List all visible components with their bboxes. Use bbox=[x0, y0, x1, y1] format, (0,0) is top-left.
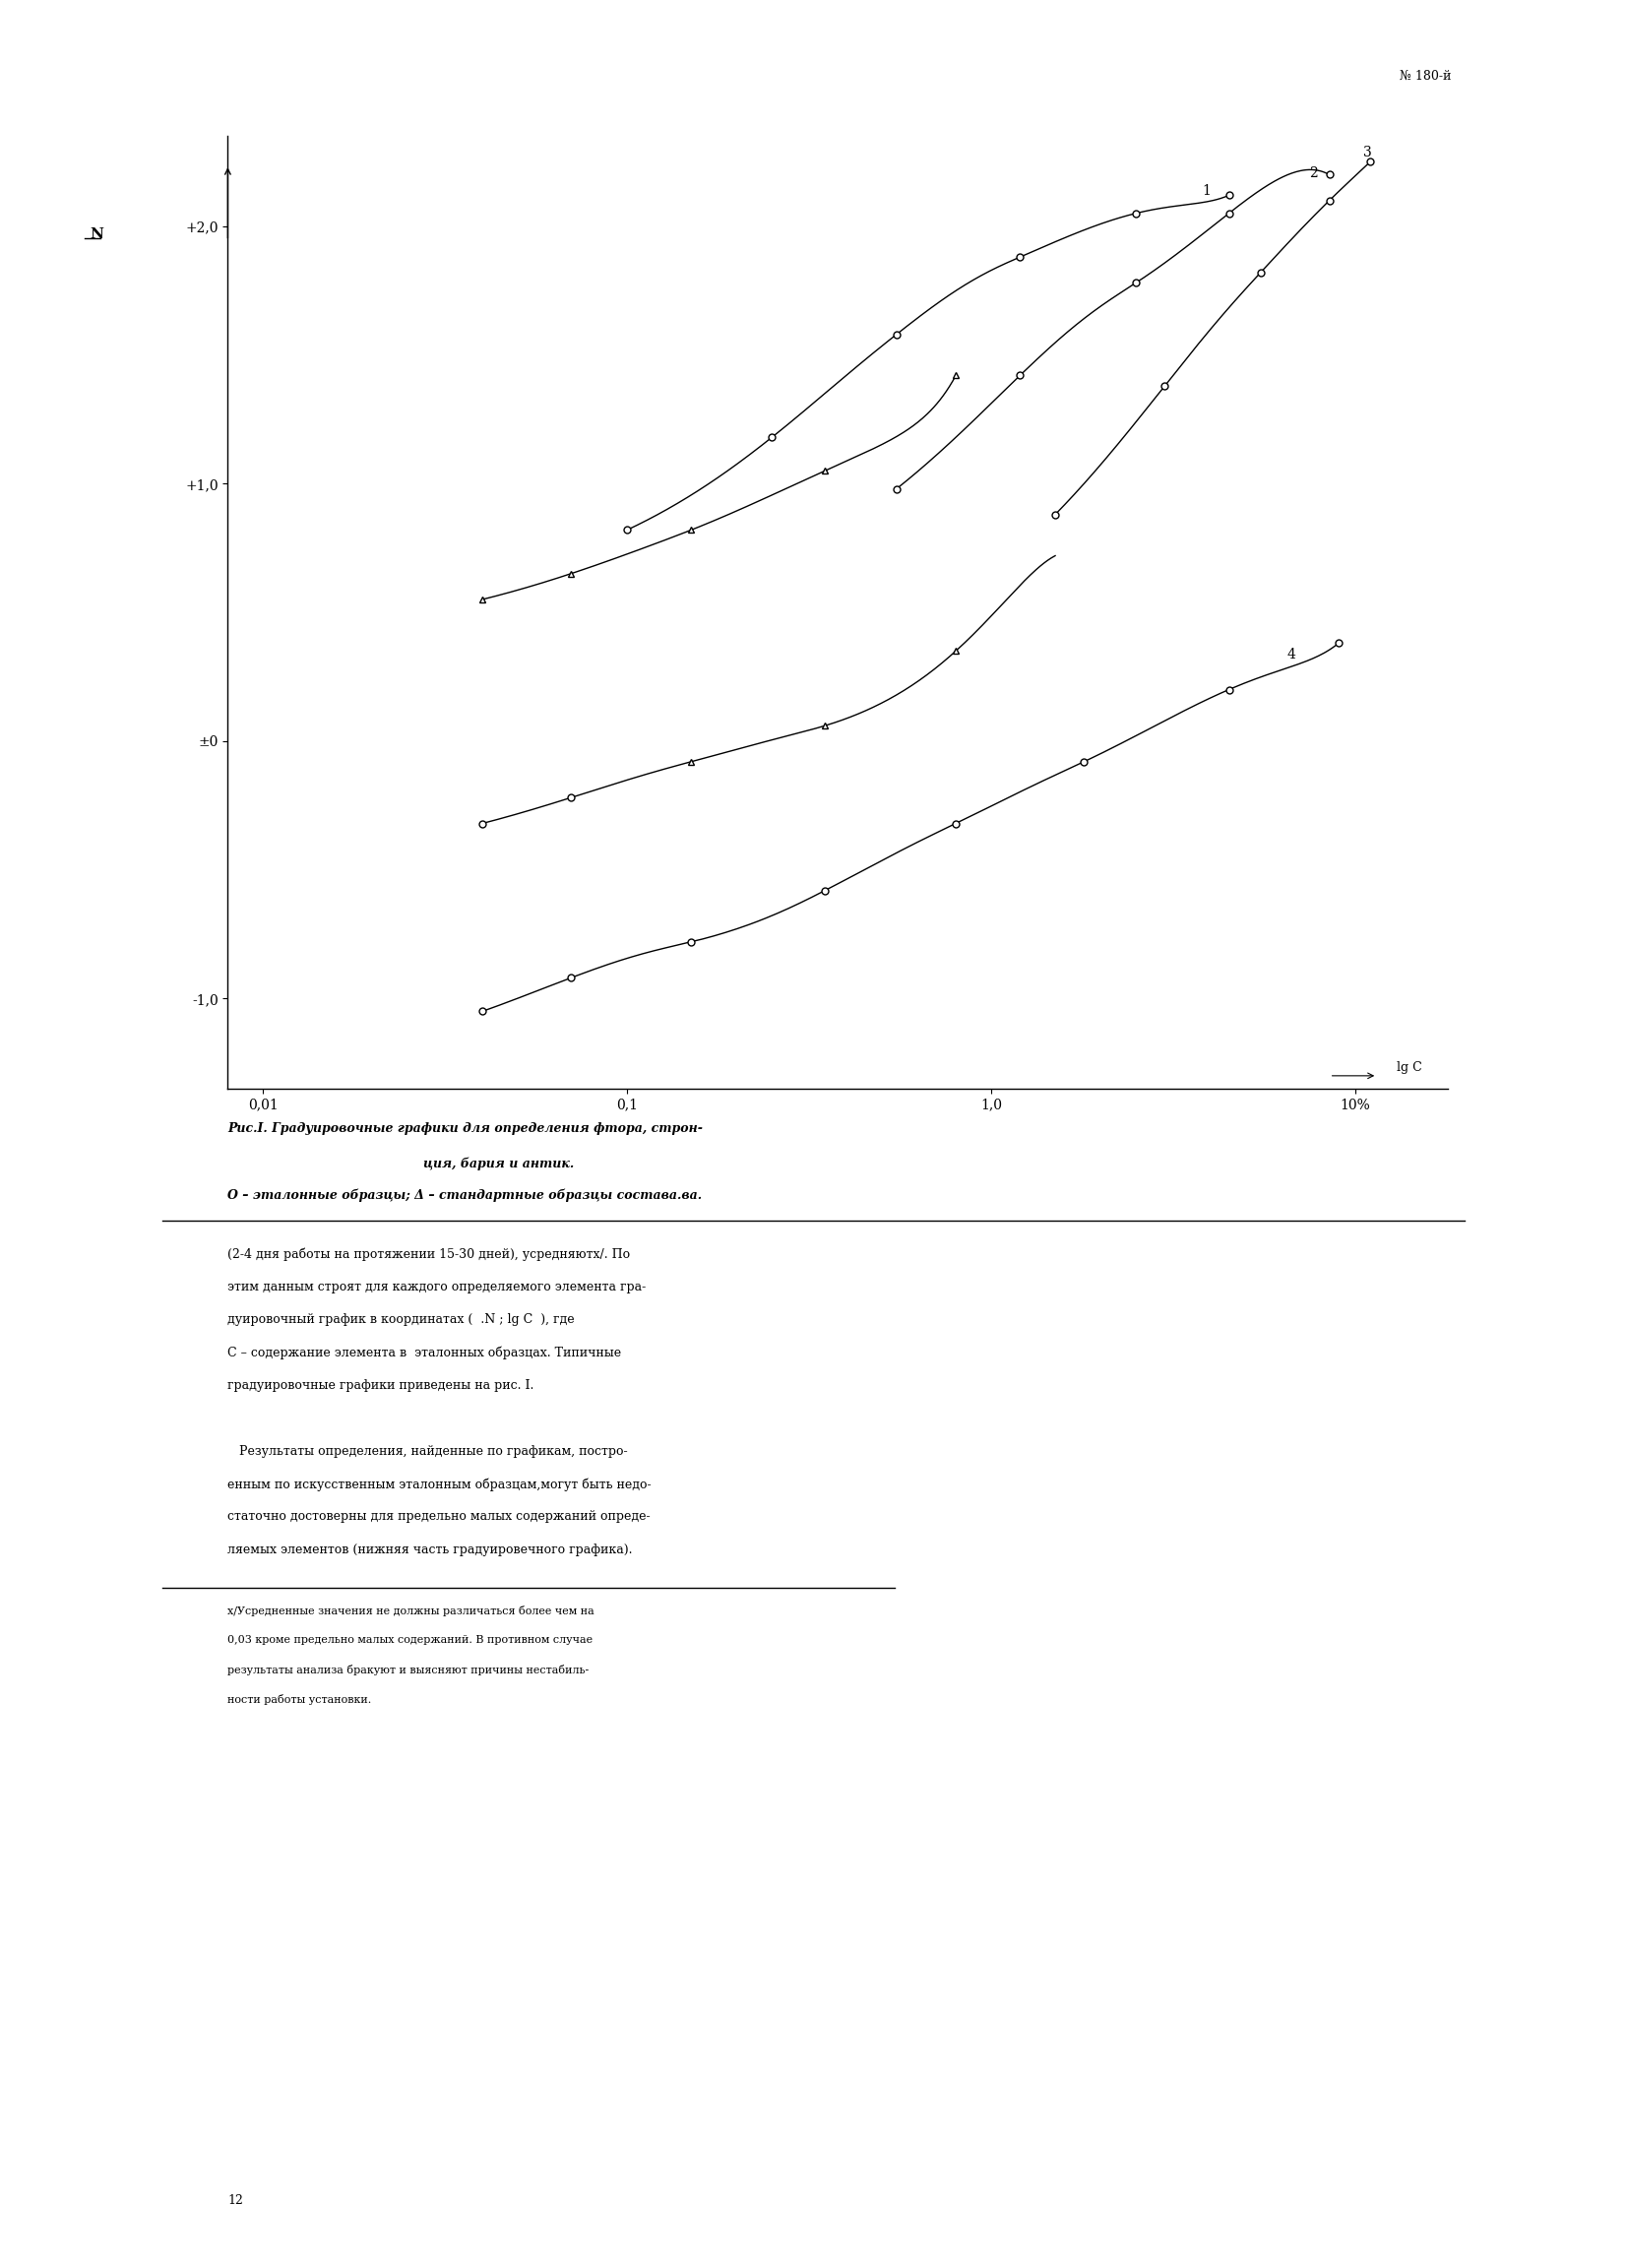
Text: 1: 1 bbox=[1202, 184, 1210, 197]
Text: Рис.I. Градуировочные графики для определения фтора, строн-: Рис.I. Градуировочные графики для опреде… bbox=[228, 1123, 703, 1136]
Text: ляемых элементов (нижняя часть градуировечного графика).: ляемых элементов (нижняя часть градуиров… bbox=[228, 1542, 633, 1556]
Text: статочно достоверны для предельно малых содержаний опреде-: статочно достоверны для предельно малых … bbox=[228, 1510, 651, 1524]
Text: № 180-й: № 180-й bbox=[1399, 70, 1451, 82]
Text: 0,03 кроме предельно малых содержаний. В противном случае: 0,03 кроме предельно малых содержаний. В… bbox=[228, 1635, 594, 1644]
Text: енным по искусственным эталонным образцам,могут быть недо-: енным по искусственным эталонным образца… bbox=[228, 1479, 652, 1490]
Text: 3: 3 bbox=[1363, 145, 1372, 159]
Text: Результаты определения, найденные по графикам, постро-: Результаты определения, найденные по гра… bbox=[228, 1445, 628, 1458]
Text: ности работы установки.: ности работы установки. bbox=[228, 1694, 371, 1706]
Text: ция, бария и антик.: ция, бария и антик. bbox=[423, 1157, 574, 1170]
Text: O – эталонные образцы; Δ – стандартные образцы состава.ва.: O – эталонные образцы; Δ – стандартные о… bbox=[228, 1188, 703, 1202]
Text: (2-4 дня работы на протяжении 15-30 дней), усредняютх/. По: (2-4 дня работы на протяжении 15-30 дней… bbox=[228, 1247, 631, 1261]
Text: 4: 4 bbox=[1287, 649, 1295, 662]
Text: 2: 2 bbox=[1310, 166, 1318, 179]
Text: N: N bbox=[89, 227, 103, 240]
Text: lg C: lg C bbox=[1396, 1061, 1422, 1073]
Text: этим данным строят для каждого определяемого элемента гра-: этим данным строят для каждого определяе… bbox=[228, 1279, 646, 1293]
Text: результаты анализа бракуют и выясняют причины нестабиль-: результаты анализа бракуют и выясняют пр… bbox=[228, 1665, 589, 1676]
Text: градуировочные графики приведены на рис. I.: градуировочные графики приведены на рис.… bbox=[228, 1379, 534, 1393]
Text: дуировочный график в координатах (  .N ; lg C  ), где: дуировочный график в координатах ( .N ; … bbox=[228, 1313, 574, 1327]
Text: 12: 12 bbox=[228, 2195, 244, 2207]
Text: C – содержание элемента в  эталонных образцах. Типичные: C – содержание элемента в эталонных обра… bbox=[228, 1347, 622, 1359]
Text: х/Усредненные значения не должны различаться более чем на: х/Усредненные значения не должны различа… bbox=[228, 1606, 594, 1617]
